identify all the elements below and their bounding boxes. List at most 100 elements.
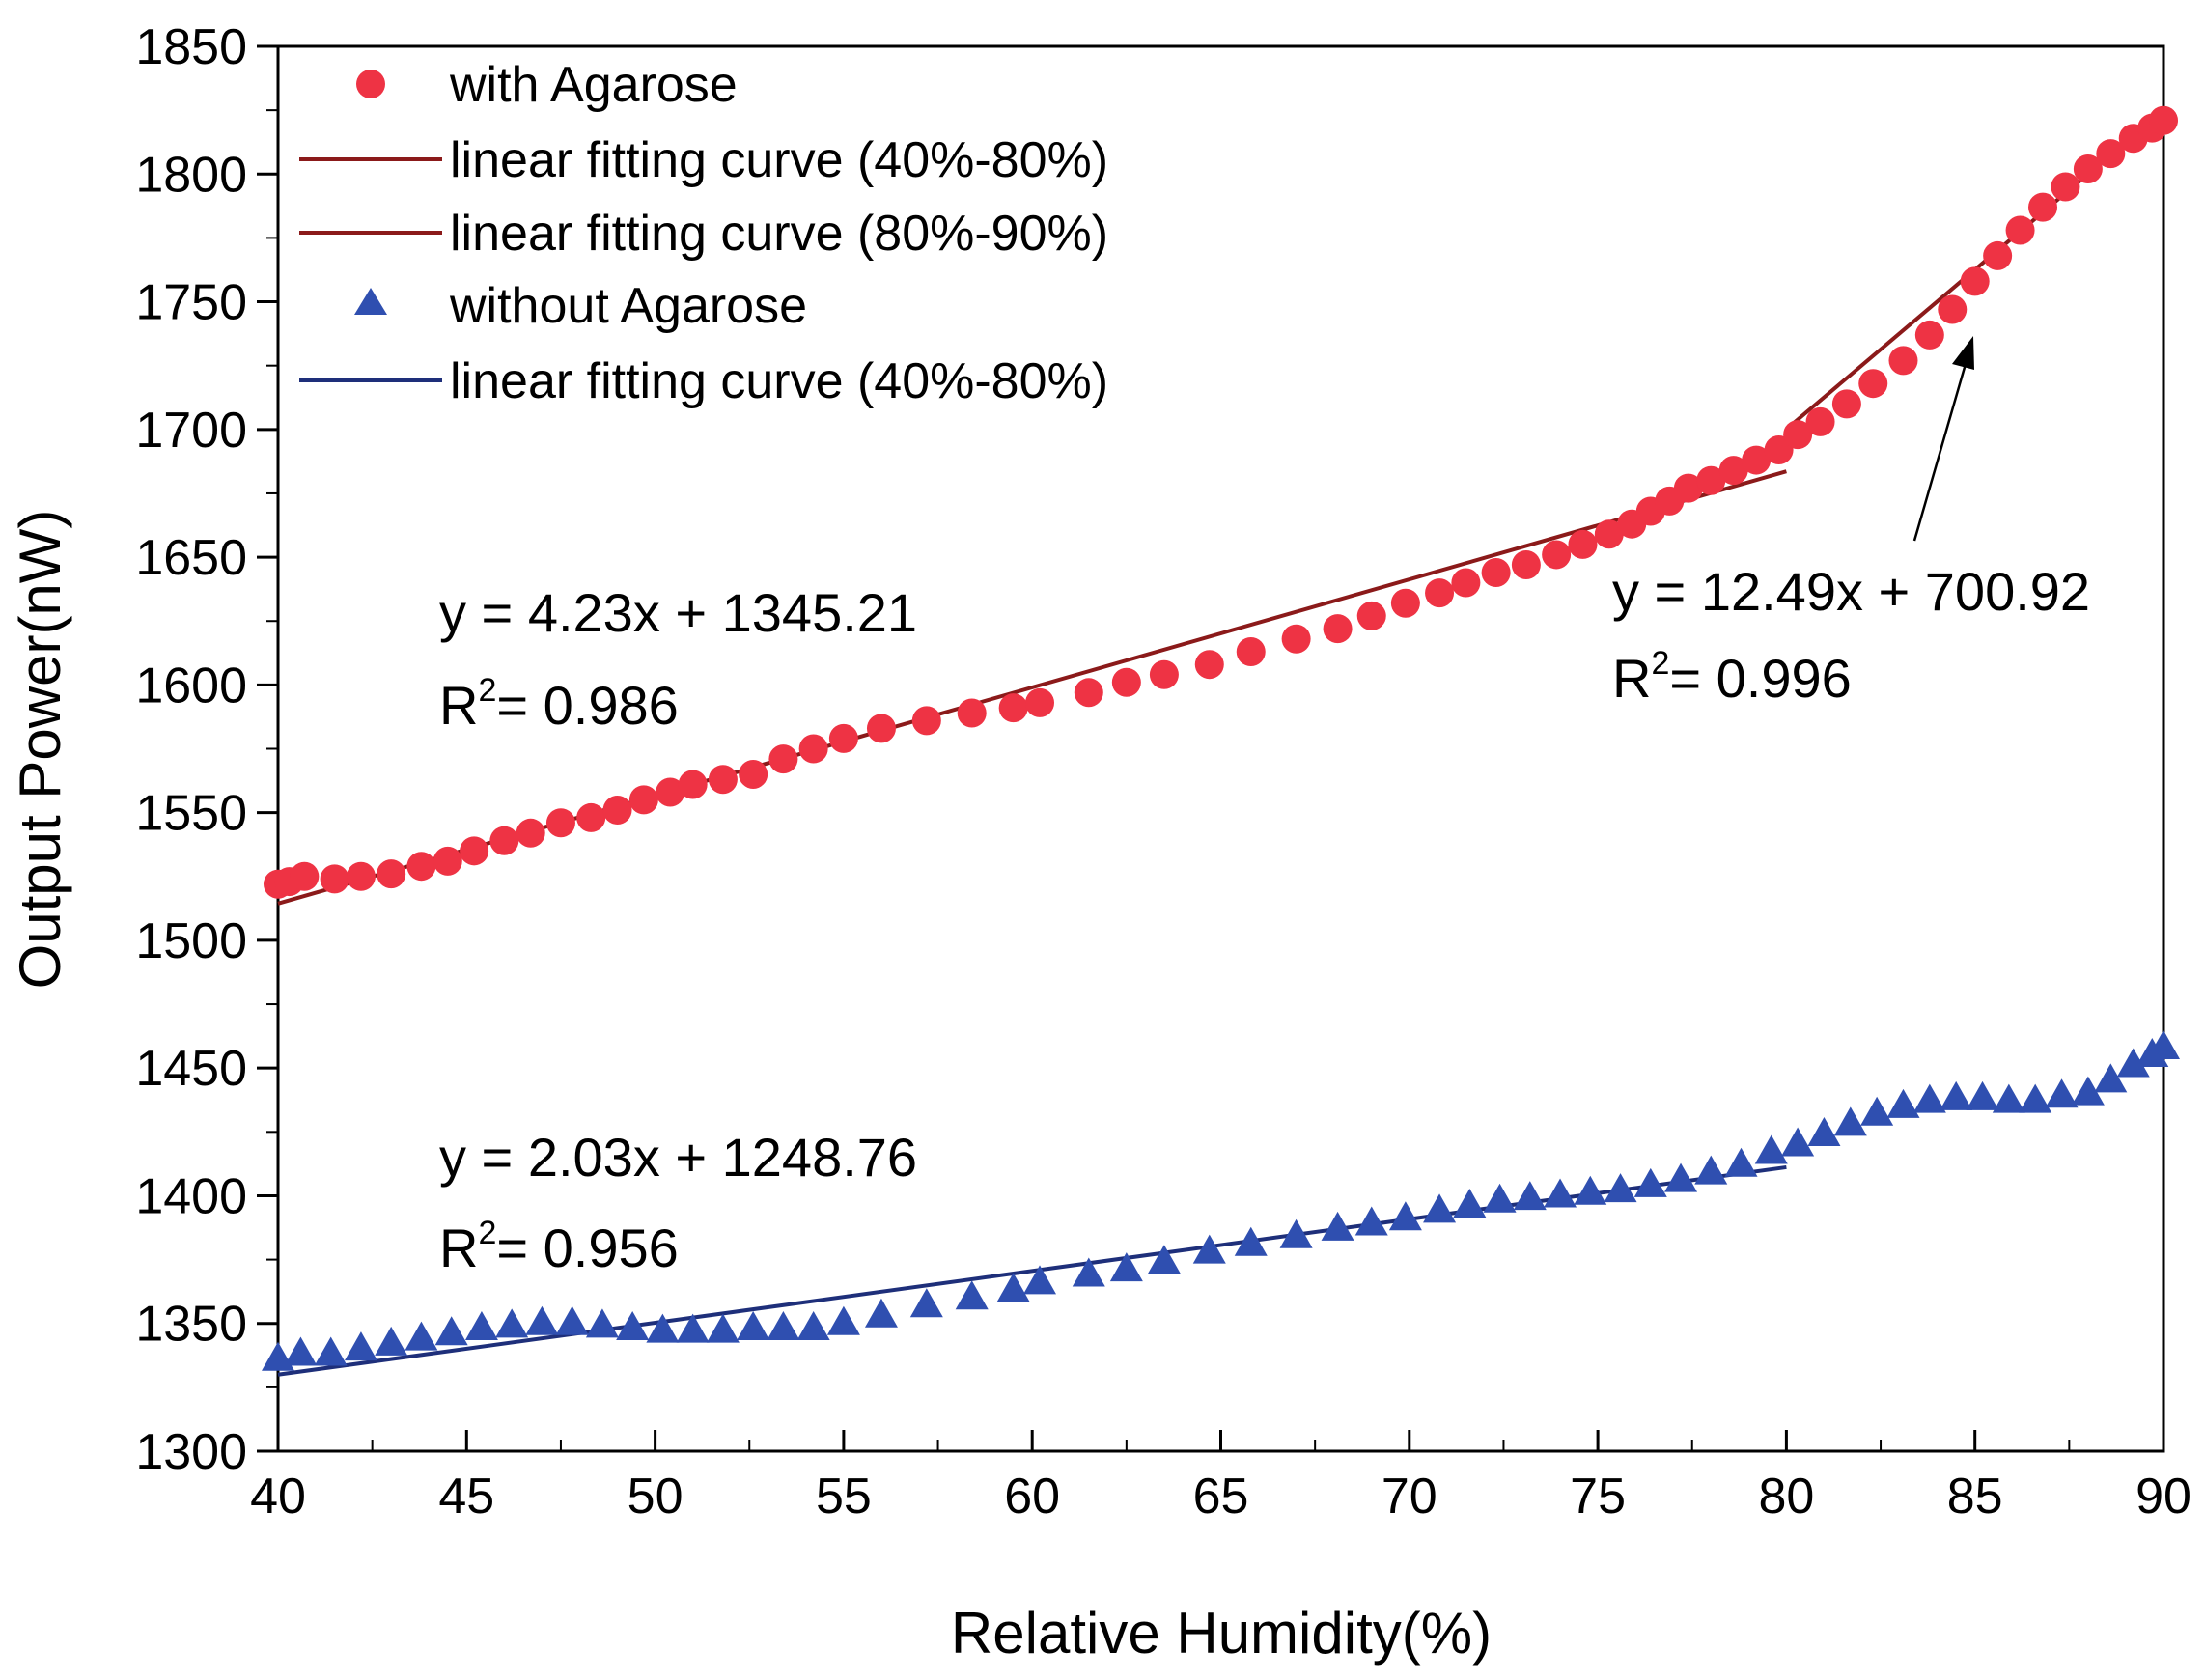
data-point-without-agarose <box>1604 1173 1637 1203</box>
y-tick-label: 1550 <box>135 786 247 842</box>
x-tick-label: 65 <box>1193 1469 1249 1525</box>
legend-label-fit-blue-40-80: linear fitting curve (40%-80%) <box>450 353 1108 409</box>
y-tick-label: 1650 <box>135 530 247 586</box>
data-point-with-agarose <box>1074 678 1103 708</box>
x-tick-label: 40 <box>250 1469 306 1525</box>
data-point-with-agarose <box>1960 266 1990 296</box>
x-tick-label: 50 <box>628 1469 684 1525</box>
data-point-with-agarose <box>739 759 768 789</box>
data-point-with-agarose <box>1194 650 1224 680</box>
data-point-without-agarose <box>1109 1252 1143 1282</box>
data-point-without-agarose <box>1694 1155 1728 1185</box>
data-point-with-agarose <box>1914 320 1944 350</box>
data-point-without-agarose <box>1966 1080 1999 1110</box>
data-point-with-agarose <box>2028 192 2058 222</box>
legend-marker-without-agarose <box>354 288 387 315</box>
data-point-without-agarose <box>1147 1245 1181 1274</box>
data-point-with-agarose <box>828 723 858 753</box>
data-point-without-agarose <box>1574 1175 1607 1205</box>
data-point-without-agarose <box>1886 1088 1920 1118</box>
x-tick-label: 55 <box>816 1469 872 1525</box>
r2-red-40-80: R2= 0.986 <box>439 672 679 736</box>
data-point-without-agarose <box>1321 1211 1354 1241</box>
data-point-with-agarose <box>489 826 519 855</box>
data-point-without-agarose <box>1023 1265 1057 1295</box>
data-point-without-agarose <box>262 1341 294 1371</box>
legend-label-without-agarose: without Agarose <box>449 278 807 334</box>
data-point-without-agarose <box>344 1331 377 1361</box>
annotation-arrow-line <box>1912 356 1969 542</box>
data-point-with-agarose <box>1718 456 1748 486</box>
data-point-with-agarose <box>1831 389 1861 419</box>
data-point-without-agarose <box>1234 1226 1268 1256</box>
data-point-without-agarose <box>525 1305 559 1335</box>
data-point-with-agarose <box>1805 406 1835 436</box>
data-point-with-agarose <box>911 706 941 736</box>
data-point-with-agarose <box>1696 465 1726 495</box>
data-point-without-agarose <box>2147 1030 2180 1060</box>
data-point-without-agarose <box>706 1313 740 1343</box>
data-point-without-agarose <box>2094 1063 2128 1093</box>
data-point-with-agarose <box>2149 105 2178 135</box>
data-point-with-agarose <box>320 864 349 894</box>
data-point-with-agarose <box>346 861 376 891</box>
data-point-without-agarose <box>646 1313 680 1343</box>
data-point-without-agarose <box>864 1298 898 1328</box>
data-point-without-agarose <box>2045 1078 2079 1108</box>
data-point-with-agarose <box>998 693 1028 723</box>
legend-label-fit-red-40-80: linear fitting curve (40%-80%) <box>450 132 1108 188</box>
data-point-with-agarose <box>290 861 320 891</box>
data-point-without-agarose <box>1354 1206 1388 1236</box>
data-point-without-agarose <box>1781 1127 1815 1157</box>
data-point-with-agarose <box>678 770 708 799</box>
y-tick-labels: 1300 1350 1400 1450 1500 1550 1600 1650 1700 1750… <box>135 19 247 1480</box>
data-point-without-agarose <box>1513 1181 1547 1211</box>
data-point-without-agarose <box>1072 1257 1105 1287</box>
data-point-without-agarose <box>1279 1218 1313 1248</box>
data-point-with-agarose <box>2096 139 2126 169</box>
data-point-with-agarose <box>1451 568 1481 598</box>
data-point-with-agarose <box>545 808 575 838</box>
r2-red-80-90-letter: R <box>1612 648 1651 709</box>
data-point-with-agarose <box>1111 667 1141 697</box>
data-point-with-agarose <box>377 859 406 889</box>
data-point-without-agarose <box>1483 1183 1517 1213</box>
data-point-without-agarose <box>1192 1234 1226 1264</box>
data-point-with-agarose <box>2073 154 2103 183</box>
r2-red-80-90-exp: 2 <box>1651 645 1669 682</box>
x-tick-label: 85 <box>1947 1469 2003 1525</box>
x-tick-label: 75 <box>1570 1469 1626 1525</box>
legend-marker-with-agarose <box>356 70 385 98</box>
x-axis-title: Relative Humidity(%) <box>951 1601 1492 1666</box>
data-point-without-agarose <box>464 1311 498 1341</box>
data-point-without-agarose <box>1724 1147 1758 1177</box>
data-point-with-agarose <box>1938 294 1968 324</box>
data-point-with-agarose <box>1983 240 2013 270</box>
data-point-without-agarose <box>1633 1167 1667 1197</box>
data-point-without-agarose <box>955 1280 989 1310</box>
data-point-without-agarose <box>495 1308 529 1338</box>
y-axis-title: Output Power(nW) <box>8 510 72 990</box>
data-point-with-agarose <box>2005 215 2035 245</box>
data-point-without-agarose <box>1992 1083 2025 1113</box>
data-point-without-agarose <box>1912 1083 1946 1113</box>
r2-red-40-80-value: = 0.986 <box>496 675 678 736</box>
eq-red-80-90: y = 12.49x + 700.92 <box>1612 561 2090 622</box>
r2-red-40-80-letter: R <box>439 675 478 736</box>
eq-red-40-80: y = 4.23x + 1345.21 <box>439 582 917 643</box>
data-point-without-agarose <box>1807 1116 1841 1146</box>
r2-red-80-90: R2= 0.996 <box>1612 645 1852 709</box>
data-point-with-agarose <box>406 852 436 882</box>
data-point-with-agarose <box>798 734 828 764</box>
y-tick-label: 1400 <box>135 1168 247 1224</box>
data-point-with-agarose <box>1025 687 1055 717</box>
eq-blue-40-80: y = 2.03x + 1248.76 <box>439 1127 917 1188</box>
y-tick-label: 1750 <box>135 275 247 331</box>
data-point-with-agarose <box>460 836 489 866</box>
data-point-without-agarose <box>767 1311 800 1341</box>
r2-red-80-90-value: = 0.996 <box>1669 648 1851 709</box>
data-point-without-agarose <box>585 1308 619 1338</box>
data-point-with-agarose <box>1390 588 1420 618</box>
data-point-without-agarose <box>1388 1201 1422 1231</box>
